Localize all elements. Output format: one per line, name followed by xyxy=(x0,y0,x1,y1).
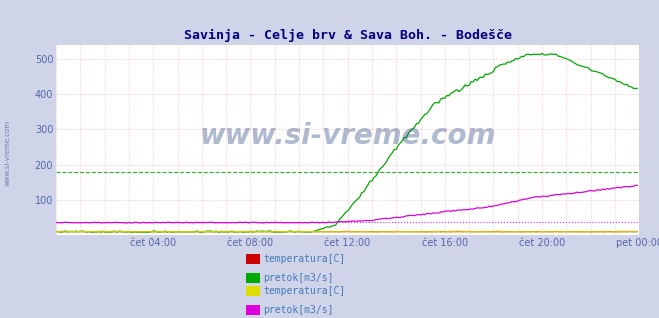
Text: www.si-vreme.com: www.si-vreme.com xyxy=(5,120,11,186)
Text: temperatura[C]: temperatura[C] xyxy=(264,286,346,296)
Text: temperatura[C]: temperatura[C] xyxy=(264,254,346,264)
Text: pretok[m3/s]: pretok[m3/s] xyxy=(264,305,334,315)
Text: www.si-vreme.com: www.si-vreme.com xyxy=(200,122,496,150)
Title: Savinja - Celje brv & Sava Boh. - Bodešče: Savinja - Celje brv & Sava Boh. - Bodešč… xyxy=(184,29,511,42)
Text: pretok[m3/s]: pretok[m3/s] xyxy=(264,273,334,283)
